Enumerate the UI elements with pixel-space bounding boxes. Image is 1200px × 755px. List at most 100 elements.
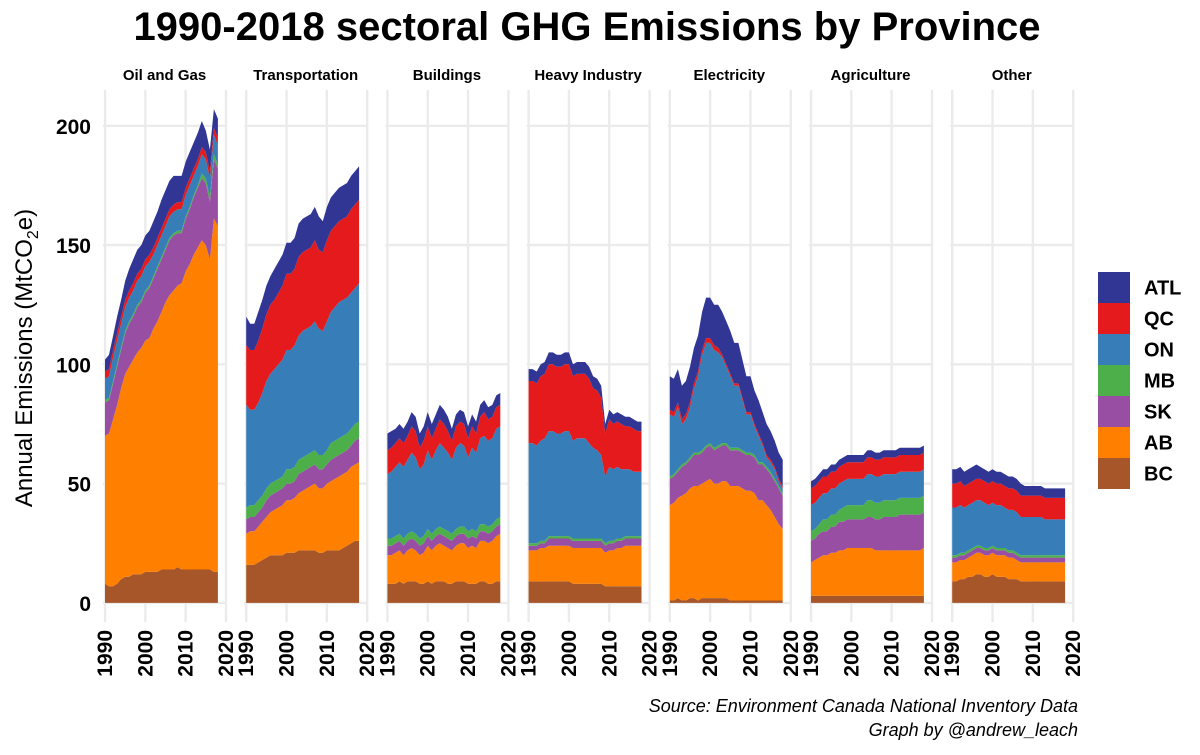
legend-label-mb: MB (1144, 371, 1175, 393)
facet-label: Other (992, 67, 1032, 84)
legend-key-qc (1098, 303, 1130, 334)
legend-label-sk: SK (1144, 402, 1172, 424)
x-tick-label: 2000 (276, 630, 299, 677)
legend-key-sk (1098, 396, 1130, 427)
legend-key-atl (1098, 272, 1130, 303)
facet-label: Electricity (693, 67, 765, 84)
area-atl (387, 393, 501, 451)
y-tick-label: 100 (56, 354, 91, 377)
area-qc (246, 199, 360, 410)
x-tick-label: 2020 (215, 630, 238, 677)
area-sk (105, 159, 218, 436)
x-tick-label: 2020 (356, 630, 379, 677)
x-tick-label: 1990 (94, 630, 117, 677)
area-ab (105, 218, 218, 587)
x-tick-label: 2020 (497, 630, 520, 677)
legend-label-bc: BC (1144, 464, 1173, 486)
x-tick-label: 1990 (800, 630, 823, 677)
facet-label: Agriculture (830, 67, 910, 84)
legend-label-atl: ATL (1144, 278, 1181, 300)
area-qc (528, 364, 642, 477)
area-atl (528, 352, 642, 434)
facet-heavy-industry: Heavy Industry 1990 2000 2010 2020 (518, 67, 662, 677)
area-mb (246, 421, 360, 520)
x-tick-label: 2010 (881, 630, 904, 677)
x-tick-label: 2010 (598, 630, 621, 677)
legend-label-on: ON (1144, 340, 1174, 362)
facet-agriculture: Agriculture 1990 2000 2010 2020 (800, 67, 944, 677)
area-atl (952, 464, 1066, 498)
y-tick-label: 50 (68, 474, 91, 497)
x-tick-label: 2010 (175, 630, 198, 677)
area-ab (669, 478, 783, 601)
area-ab (528, 545, 642, 587)
chart-title: 1990-2018 sectoral GHG Emissions by Prov… (133, 5, 1040, 49)
area-ab (246, 462, 360, 565)
area-mb (952, 545, 1066, 558)
area-bc (669, 598, 783, 603)
legend-label-qc: QC (1144, 309, 1174, 331)
facet-electricity: Electricity 1990 2000 2010 2020 (659, 67, 803, 677)
area-bc (528, 581, 642, 603)
area-ab (952, 552, 1066, 582)
area-mb (811, 495, 924, 541)
facet-buildings: Buildings 1990 2000 2010 2020 (376, 67, 520, 677)
x-tick-label: 2000 (982, 630, 1005, 677)
area-on (811, 469, 924, 532)
x-tick-label: 2010 (316, 630, 339, 677)
y-axis-label-main: Annual Emissions (MtCO (11, 239, 38, 507)
legend-key-mb (1098, 365, 1130, 396)
area-sk (811, 512, 924, 563)
area-sk (528, 538, 642, 553)
facet-label: Oil and Gas (123, 67, 206, 84)
area-ab (387, 533, 501, 584)
facet-label: Heavy Industry (534, 67, 642, 84)
y-tick-label: 200 (56, 116, 91, 139)
area-mb (387, 517, 501, 546)
area-on (246, 283, 360, 508)
area-qc (669, 338, 783, 489)
facet-transportation: Transportation 1990 2000 2010 2020 (235, 67, 379, 677)
area-on (669, 342, 783, 494)
legend-key-ab (1098, 427, 1130, 458)
y-axis-label-subscript: 2 (25, 230, 42, 239)
area-on (952, 500, 1066, 556)
x-tick-label: 2000 (558, 630, 581, 677)
x-tick-label: 2020 (639, 630, 662, 677)
x-tick-label: 2020 (780, 630, 803, 677)
area-sk (246, 438, 360, 534)
area-atl (246, 166, 360, 350)
legend: ATL QC ON MB SK AB BC (1098, 272, 1181, 489)
area-ab (811, 548, 924, 596)
x-tick-label: 2000 (417, 630, 440, 677)
area-on (105, 135, 218, 401)
area-mb (669, 443, 783, 496)
x-tick-label: 1990 (941, 630, 964, 677)
y-tick-label: 150 (56, 235, 91, 258)
facet-other: Other 1990 2000 2010 2020 (941, 67, 1085, 677)
y-tick-label: 0 (79, 593, 91, 616)
area-bc (246, 540, 360, 603)
area-bc (105, 567, 218, 603)
area-sk (669, 445, 783, 529)
area-bc (952, 574, 1066, 603)
x-tick-label: 2000 (840, 630, 863, 677)
x-tick-label: 2000 (699, 630, 722, 677)
source-caption: Source: Environment Canada National Inve… (649, 696, 1078, 716)
area-on (387, 426, 501, 539)
facet-label: Buildings (413, 67, 481, 84)
legend-key-bc (1098, 458, 1130, 489)
area-atl (811, 445, 924, 489)
x-tick-label: 1990 (235, 630, 258, 677)
x-tick-label: 2000 (134, 630, 157, 677)
area-qc (811, 452, 924, 506)
x-tick-label: 1990 (518, 630, 541, 677)
credit-caption: Graph by @andrew_leach (869, 720, 1078, 740)
area-sk (387, 524, 501, 556)
x-tick-label: 2020 (1062, 630, 1085, 677)
area-qc (387, 404, 501, 475)
y-axis-label-suffix: e) (11, 209, 38, 230)
area-mb (528, 536, 642, 546)
